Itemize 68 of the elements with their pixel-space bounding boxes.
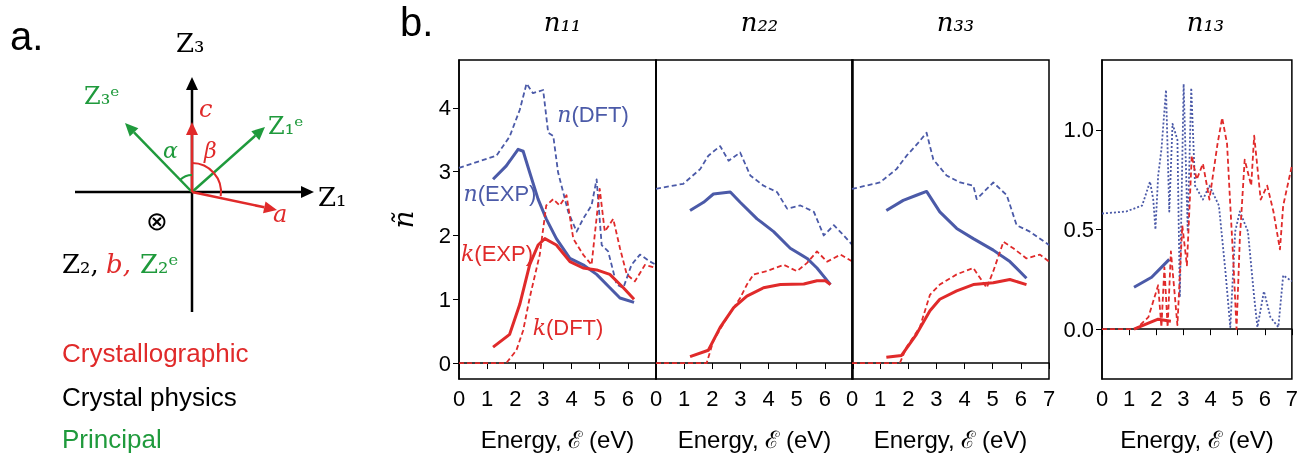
y-tick-label: 1 [438,286,451,312]
x-tick-label: 6 [1258,385,1271,411]
x-tick-label: 1 [481,385,494,411]
chart-title: n₂₂ [740,7,779,37]
text: Principal [62,424,162,454]
text: c [199,95,213,123]
line-series [458,82,657,289]
text: b. [400,0,434,44]
x-axis-title: Energy, ℰ (eV) [677,425,832,453]
text: α [163,138,178,163]
x-tick-label: 4 [958,385,971,411]
chart-title: n₁₁ [543,7,582,37]
text: Z₃ [176,28,205,58]
y-tick-label: 0.5 [1063,216,1094,242]
x-tick-label: 1 [678,385,691,411]
x-tick-label: 4 [565,385,578,411]
text: Z₁ᵉ [268,112,304,140]
x-tick-label: 2 [706,385,719,411]
text: Crystallographic [62,338,249,368]
x-tick-label: 0 [845,385,859,411]
x-tick-label: 2 [902,385,915,411]
x-tick-label: 4 [1204,385,1217,411]
series-label: k(DFT) [532,314,604,340]
y-tick-label: 3 [438,159,451,185]
x-axis-title: Energy, ℰ (eV) [873,425,1028,453]
x-tick-label: 2 [1150,385,1163,411]
x-tick-label: 7 [1285,385,1299,411]
text: a [273,200,288,228]
x-tick-label: 6 [621,385,634,411]
text: a. [10,14,44,58]
x-tick-label: 3 [734,385,747,411]
x-tick-label: 7 [1042,385,1056,411]
y-axis-title: ñ [386,210,420,229]
series-label: n(EXP) [463,180,537,206]
y-tick-label: 0.0 [1063,316,1094,342]
text: Z₂, [62,249,99,279]
x-tick-label: 3 [537,385,550,411]
series-label: k(EXP) [460,240,534,266]
line-series [1132,257,1171,289]
text: Z₂ᵉ [140,249,179,279]
y-tick-label: 4 [438,95,451,121]
y-tick-label: 2 [438,222,451,248]
y-tick-label: 1.0 [1063,117,1094,143]
series-label: n(DFT) [557,101,629,127]
x-tick-label: 6 [818,385,831,411]
x-tick-label: 5 [986,385,999,411]
x-tick-label: 6 [1014,385,1027,411]
chart-title: n₁₃ [1186,7,1225,37]
x-tick-label: 4 [762,385,775,411]
text: b, [106,249,131,279]
x-tick-label: 2 [509,385,522,411]
x-tick-label: 5 [790,385,803,411]
x-tick-label: 1 [1123,385,1136,411]
x-axis-title: Energy, ℰ (eV) [480,425,635,453]
text: ⊗ [146,206,168,236]
text: β [203,138,217,163]
x-axis-title: Energy, ℰ (eV) [1120,425,1274,453]
x-tick-label: 0 [649,385,663,411]
chart-title: n₃₃ [936,7,975,37]
text: Crystal physics [62,382,237,412]
x-tick-label: 3 [930,385,943,411]
x-tick-label: 1 [874,385,887,411]
x-tick-label: 3 [1177,385,1190,411]
x-tick-label: 5 [1231,385,1244,411]
x-tick-label: 5 [593,385,606,411]
text: Z₃ᵉ [84,82,120,110]
y-tick-label: 0 [438,350,451,376]
text: Z₁ [318,182,347,212]
